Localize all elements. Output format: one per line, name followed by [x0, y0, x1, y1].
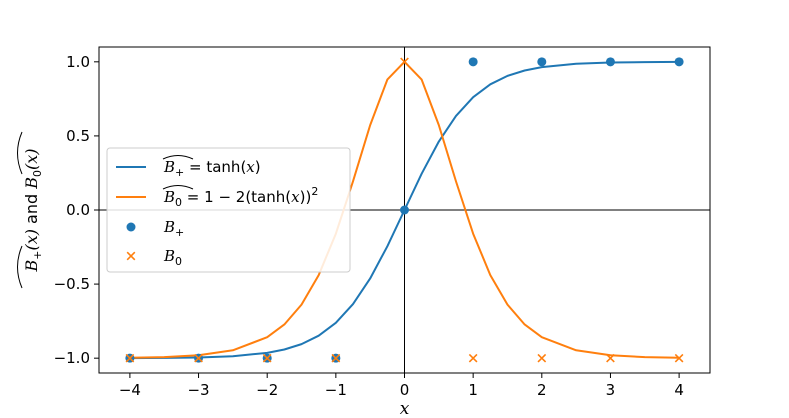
- scatter-point-b-zero-3: [331, 353, 341, 363]
- legend-box: [106, 147, 351, 273]
- y-label-hat-2: [17, 131, 23, 175]
- scatter-point-b-zero-0: [125, 353, 135, 363]
- scatter-point-b-zero-4: [400, 57, 409, 67]
- y-tick-label-1: −0.5: [54, 275, 90, 293]
- x-tick-label-8: 4: [674, 381, 684, 399]
- x-tick-label-7: 3: [606, 381, 616, 399]
- scatter-point-b-zero-2: [262, 353, 272, 363]
- scatter-point-b-zero-5: [468, 353, 478, 363]
- x-tick-label-3: −1: [325, 381, 347, 399]
- y-axis-label: B+(x) and B0(x): [17, 131, 44, 289]
- scatter-point-b-zero-7: [606, 353, 615, 363]
- x-tick-label-4: 0: [400, 381, 410, 399]
- scatter-point-b-plus-4: [400, 205, 409, 215]
- legend-label-3: B0: [163, 247, 182, 268]
- y-tick-label-3: 0.5: [66, 127, 90, 145]
- legend-label-2: B+: [163, 218, 184, 239]
- plot-area: [99, 47, 710, 373]
- scatter-point-b-plus-6: [537, 57, 547, 67]
- x-tick-label-0: −4: [119, 381, 141, 399]
- x-tick-label-5: 1: [468, 381, 478, 399]
- scatter-point-b-zero-8: [674, 353, 684, 363]
- scatter-point-b-zero-1: [194, 353, 203, 363]
- legend-entry-0: B+ = tanh(x): [116, 155, 261, 179]
- y-tick-label-0: −1.0: [54, 349, 90, 367]
- legend-label-0: B+ = tanh(x): [163, 158, 261, 179]
- scatter-point-b-zero-6: [537, 353, 547, 363]
- legend-hat-1: [162, 185, 194, 190]
- y-tick-label-4: 1.0: [66, 53, 90, 71]
- svg-text:B+(x) and B0(x): B+(x) and B0(x): [22, 148, 44, 272]
- legend-entry-1: B0 = 1 − 2(tanh(x))2: [116, 185, 318, 209]
- y-label-hat-1: [17, 245, 23, 289]
- x-tick-label-6: 2: [537, 381, 547, 399]
- x-axis-label: x: [400, 399, 410, 418]
- legend-entry-2: B+: [126, 218, 184, 239]
- legend-label-1: B0 = 1 − 2(tanh(x))2: [163, 185, 318, 209]
- legend-hat-0: [162, 155, 194, 160]
- legend: B+ = tanh(x) B0 = 1 − 2(tanh(x))2 B+ B0: [106, 147, 351, 273]
- x-tick-label-1: −3: [187, 381, 209, 399]
- legend-swatch-2: [126, 222, 136, 232]
- legend-entry-3: B0: [126, 247, 182, 268]
- scatter-point-b-plus-8: [674, 57, 684, 67]
- x-tick-label-2: −2: [256, 381, 278, 399]
- y-tick-label-2: 0.0: [66, 201, 90, 219]
- legend-swatch-3: [126, 251, 136, 261]
- axes: −4 −3 −2 −1 0 1 2 3 4 −1.0 −0.5 0.0 0.5 1.0 x B+(x) and…: [17, 46, 711, 418]
- scatter-point-b-plus-7: [605, 57, 615, 67]
- scatter-point-b-plus-5: [468, 57, 478, 67]
